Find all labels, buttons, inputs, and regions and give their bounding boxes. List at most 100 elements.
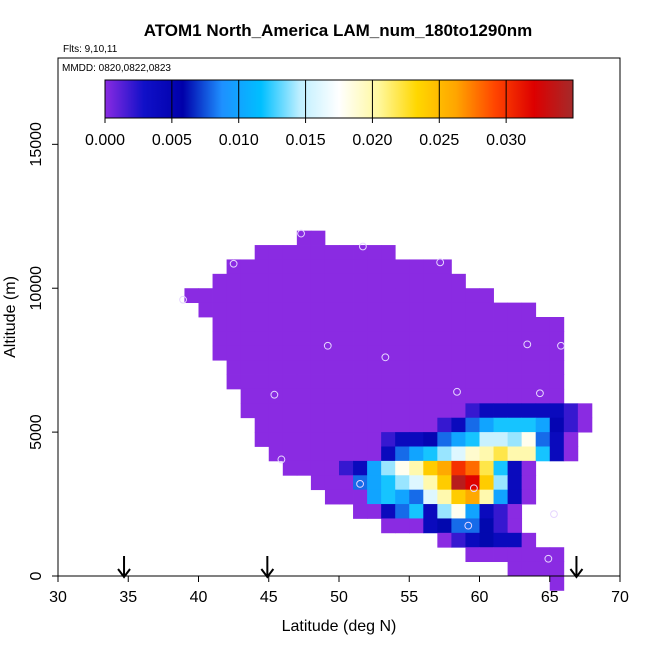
heatmap-cell (549, 547, 565, 563)
heatmap-cell (507, 345, 523, 361)
x-axis: 30 35 40 45 50 55 60 65 70 (49, 576, 629, 606)
heatmap-cell (451, 432, 466, 447)
heatmap-cell (423, 374, 438, 390)
heatmap-cell (535, 374, 551, 390)
heatmap-cell (423, 460, 438, 476)
heatmap-cell (409, 317, 424, 332)
heatmap-cell (339, 317, 354, 332)
heatmap-cell (395, 446, 410, 462)
heatmap-cell (324, 273, 340, 289)
heatmap-cell (254, 317, 270, 332)
heatmap-cell (409, 417, 424, 433)
heatmap-cell (254, 259, 270, 275)
heatmap-cell (521, 374, 537, 390)
heatmap-cell (353, 475, 368, 491)
heatmap-cell (451, 360, 466, 375)
heatmap-cell (296, 403, 312, 419)
heatmap-cell (409, 388, 424, 404)
heatmap-cell (535, 388, 551, 404)
heatmap-cell (493, 331, 508, 347)
heatmap-cell (451, 475, 466, 491)
sample-point (381, 353, 390, 362)
heatmap-cell (465, 518, 480, 534)
heatmap-cell (465, 360, 480, 375)
heatmap-cell (423, 302, 438, 318)
heatmap-cell (479, 331, 494, 347)
heatmap-cell (268, 403, 284, 419)
heatmap-cell (493, 374, 508, 390)
heatmap-cell (353, 245, 368, 260)
heatmap-cell (254, 403, 270, 419)
heatmap-cell (367, 245, 382, 260)
heatmap-cell (240, 273, 256, 289)
heatmap-cell (353, 460, 368, 476)
heatmap-cell (324, 245, 340, 260)
heatmap-cell (465, 374, 480, 390)
heatmap-cell (226, 374, 242, 390)
heatmap-cell (507, 504, 523, 519)
heatmap-cell (395, 259, 410, 275)
heatmap-cell (395, 504, 410, 519)
heatmap-cell (507, 388, 523, 404)
heatmap-cell (423, 259, 438, 275)
heatmap-cell (310, 475, 326, 491)
heatmap-cell (240, 331, 256, 347)
heatmap-cell (353, 331, 368, 347)
heatmap-cell (339, 432, 354, 447)
heatmap-cell (282, 446, 298, 462)
heatmap-cell (451, 460, 466, 476)
heatmap-cell (465, 317, 480, 332)
heatmap-cell (212, 273, 227, 289)
heatmap-cell (521, 561, 537, 577)
heatmap-cell (451, 345, 466, 361)
heatmap-cell (254, 388, 270, 404)
sample-point (544, 554, 553, 563)
heatmap-cell (507, 489, 523, 505)
heatmap-cell (507, 532, 523, 548)
heatmap-cell (212, 331, 227, 347)
heatmap-cell (479, 432, 494, 447)
heatmap-cell (409, 288, 424, 304)
heatmap-cell (451, 532, 466, 548)
heatmap-cell (381, 302, 396, 318)
heatmap-cell (493, 388, 508, 404)
heatmap-cell (353, 273, 368, 289)
heatmap-cell (339, 460, 354, 476)
sample-point (356, 480, 364, 488)
sample-point (277, 455, 286, 464)
heatmap-cell (296, 360, 312, 375)
heatmap-cell (479, 360, 494, 375)
heatmap-cell (409, 432, 424, 447)
heatmap-cell (339, 259, 354, 275)
sample-point (464, 521, 473, 530)
heatmap-cell (549, 403, 565, 419)
heatmap-cell (549, 317, 565, 332)
heatmap-cell (423, 403, 438, 419)
heatmap-cell (353, 288, 368, 304)
heatmap-cell (268, 417, 284, 433)
heatmap-cell (296, 331, 312, 347)
heatmap-cell (465, 288, 480, 304)
heatmap-cell (381, 374, 396, 390)
y-tick-label: 0 (28, 571, 45, 580)
heatmap-cell (535, 331, 551, 347)
heatmap-cell (521, 345, 537, 361)
heatmap-cell (226, 360, 242, 375)
heatmap-cell (381, 388, 396, 404)
heatmap-cell (339, 302, 354, 318)
x-tick-label: 65 (541, 589, 559, 606)
heatmap-cell (465, 403, 480, 419)
heatmap-cell (198, 302, 213, 318)
heatmap-cell (521, 388, 537, 404)
heatmap-cell (465, 460, 480, 476)
heatmap-cell (507, 446, 523, 462)
heatmap-cell (296, 460, 312, 476)
heatmap-cell (381, 403, 396, 419)
heatmap-cell (451, 302, 466, 318)
heatmap-cell (465, 417, 480, 433)
heatmap-cell (324, 259, 340, 275)
heatmap-cell (493, 532, 508, 548)
heatmap-cell (409, 403, 424, 419)
heatmap-cell (521, 432, 537, 447)
heatmap-cell (282, 317, 298, 332)
